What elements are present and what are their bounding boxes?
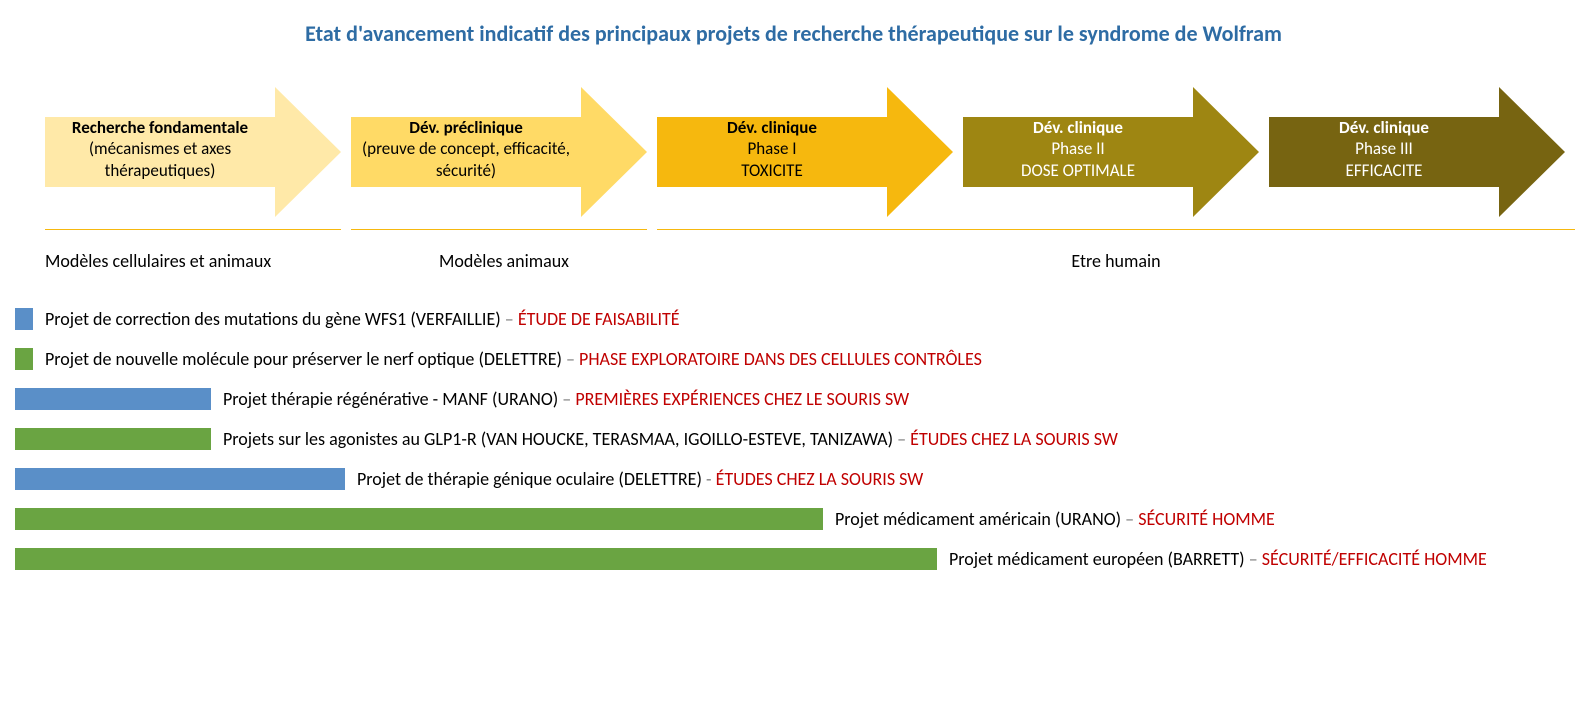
phase-arrow-title: Dév. préclinique	[359, 117, 573, 138]
project-separator: –	[501, 308, 518, 330]
project-row: Projet de correction des mutations du gè…	[15, 308, 1582, 330]
project-description: Projet de thérapie génique oculaire (DEL…	[357, 468, 706, 490]
project-label: Projet médicament américain (URANO) – SÉ…	[835, 508, 1275, 530]
phase-arrow: Dév. préclinique(preuve de concept, effi…	[351, 87, 647, 217]
project-row: Projet de nouvelle molécule pour préserv…	[15, 348, 1582, 370]
phase-arrow-sub: (preuve de concept, efficacité, sécurité…	[359, 138, 573, 181]
phase-arrows-row: Recherche fondamentale(mécanismes et axe…	[45, 87, 1582, 217]
project-progress-bar	[15, 388, 211, 410]
project-description: Projet de nouvelle molécule pour préserv…	[45, 348, 562, 370]
project-status: ÉTUDES CHEZ LA SOURIS SW	[910, 428, 1118, 450]
project-progress-bar	[15, 428, 211, 450]
project-status: SÉCURITÉ/EFFICACITÉ HOMME	[1262, 548, 1487, 570]
page-title: Etat d'avancement indicatif des principa…	[5, 20, 1582, 47]
category-label: Etre humain	[657, 250, 1575, 272]
project-separator: –	[562, 348, 579, 370]
projects-list: Projet de correction des mutations du gè…	[5, 308, 1582, 570]
project-label: Projet de thérapie génique oculaire (DEL…	[357, 468, 923, 490]
phase-arrow-title: Dév. clinique	[665, 117, 879, 138]
project-row: Projet médicament américain (URANO) – SÉ…	[15, 508, 1582, 530]
phase-arrow-sub: Phase III EFFICACITE	[1277, 138, 1491, 181]
project-progress-bar	[15, 468, 345, 490]
phase-arrow-text: Dév. cliniquePhase III EFFICACITE	[1269, 117, 1499, 181]
project-description: Projet de correction des mutations du gè…	[45, 308, 501, 330]
project-label: Projets sur les agonistes au GLP1-R (VAN…	[223, 428, 1118, 450]
phase-arrow: Dév. cliniquePhase II DOSE OPTIMALE	[963, 87, 1259, 217]
phase-arrow-text: Dév. cliniquePhase II DOSE OPTIMALE	[963, 117, 1193, 181]
phase-arrow: Dév. cliniquePhase I TOXICITE	[657, 87, 953, 217]
project-description: Projet médicament américain (URANO)	[835, 508, 1121, 530]
category-row: Modèles cellulaires et animauxModèles an…	[45, 236, 1582, 272]
project-separator: –	[1121, 508, 1138, 530]
project-progress-bar	[15, 348, 33, 370]
project-separator: –	[1245, 548, 1262, 570]
phase-arrow-sub: (mécanismes et axes thérapeutiques)	[53, 138, 267, 181]
project-progress-bar	[15, 508, 823, 530]
project-separator: –	[558, 388, 575, 410]
divider-row	[45, 229, 1582, 230]
project-label: Projet médicament européen (BARRETT) – S…	[949, 548, 1487, 570]
divider-segment	[351, 229, 647, 230]
project-status: ÉTUDES CHEZ LA SOURIS SW	[716, 468, 924, 490]
phase-arrow-title: Dév. clinique	[971, 117, 1185, 138]
phase-arrow-text: Recherche fondamentale(mécanismes et axe…	[45, 117, 275, 181]
project-label: Projet thérapie régénérative - MANF (URA…	[223, 388, 909, 410]
project-row: Projets sur les agonistes au GLP1-R (VAN…	[15, 428, 1582, 450]
divider-segment	[657, 229, 1575, 230]
phase-arrow: Dév. cliniquePhase III EFFICACITE	[1269, 87, 1565, 217]
project-status: SÉCURITÉ HOMME	[1138, 508, 1275, 530]
project-separator: -	[706, 468, 716, 490]
project-description: Projets sur les agonistes au GLP1-R (VAN…	[223, 428, 893, 450]
project-row: Projet médicament européen (BARRETT) – S…	[15, 548, 1582, 570]
project-row: Projet thérapie régénérative - MANF (URA…	[15, 388, 1582, 410]
project-progress-bar	[15, 548, 937, 570]
project-progress-bar	[15, 308, 33, 330]
project-status: PHASE EXPLORATOIRE DANS DES CELLULES CON…	[579, 348, 982, 370]
phase-arrow-text: Dév. préclinique(preuve de concept, effi…	[351, 117, 581, 181]
project-label: Projet de nouvelle molécule pour préserv…	[45, 348, 982, 370]
phase-arrow-sub: Phase I TOXICITE	[665, 138, 879, 181]
project-label: Projet de correction des mutations du gè…	[45, 308, 680, 330]
category-label: Modèles cellulaires et animaux	[45, 250, 351, 272]
phase-arrow-title: Recherche fondamentale	[53, 117, 267, 138]
phase-arrow: Recherche fondamentale(mécanismes et axe…	[45, 87, 341, 217]
project-separator: –	[893, 428, 910, 450]
category-label: Modèles animaux	[351, 250, 657, 272]
project-row: Projet de thérapie génique oculaire (DEL…	[15, 468, 1582, 490]
project-status: PREMIÈRES EXPÉRIENCES CHEZ LE SOURIS SW	[575, 388, 909, 410]
project-description: Projet médicament européen (BARRETT)	[949, 548, 1245, 570]
divider-segment	[45, 229, 341, 230]
phase-arrow-sub: Phase II DOSE OPTIMALE	[971, 138, 1185, 181]
project-description: Projet thérapie régénérative - MANF (URA…	[223, 388, 558, 410]
phase-arrow-title: Dév. clinique	[1277, 117, 1491, 138]
project-status: ÉTUDE DE FAISABILITÉ	[518, 308, 680, 330]
phase-arrow-text: Dév. cliniquePhase I TOXICITE	[657, 117, 887, 181]
